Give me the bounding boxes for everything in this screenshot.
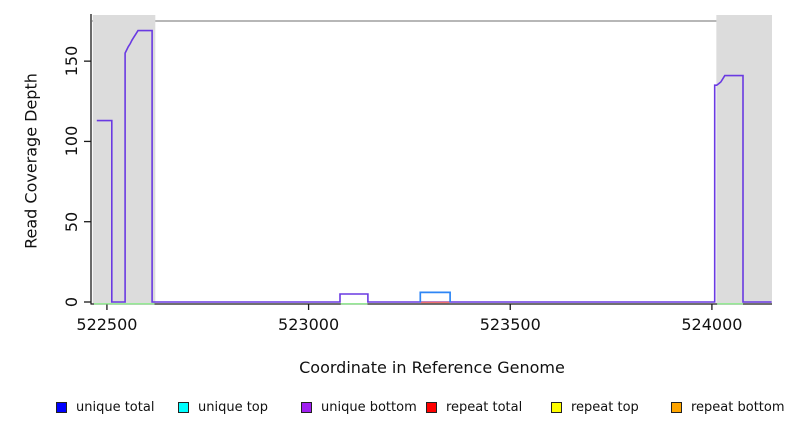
legend-swatch-icon — [671, 401, 682, 413]
legend-item-label: repeat top — [571, 399, 639, 415]
legend-item-label: unique bottom — [321, 399, 417, 415]
x-axis-title: Coordinate in Reference Genome — [299, 358, 565, 377]
legend-item-label: unique total — [76, 399, 155, 415]
x-tick-label: 523500 — [479, 315, 541, 334]
legend-item-label: repeat bottom — [691, 399, 785, 415]
y-tick-label: 100 — [62, 126, 81, 157]
legend-item-repeat-bottom: repeat bottom — [671, 397, 785, 417]
legend-swatch-icon — [551, 401, 562, 413]
y-tick-label: 150 — [62, 45, 81, 77]
legend: unique total unique top unique bottom repea… — [0, 397, 792, 419]
legend-swatch-icon — [301, 401, 312, 413]
legend-swatch-icon — [56, 401, 67, 413]
x-tick-label: 524000 — [681, 315, 743, 334]
repeat-region-left-shading — [92, 15, 156, 303]
legend-item-unique-total: unique total — [56, 397, 154, 417]
x-tick-label: 522500 — [76, 315, 138, 334]
legend-item-unique-bottom: unique bottom — [301, 397, 417, 417]
legend-item-repeat-total: repeat total — [426, 397, 522, 417]
legend-item-label: repeat total — [446, 399, 523, 415]
series-unique-coverage-profile — [96, 29, 772, 303]
y-tick-label: 0 — [62, 296, 81, 308]
repeat-region-right-shading — [716, 15, 772, 303]
legend-swatch-icon — [426, 401, 437, 413]
legend-item-unique-top: unique top — [178, 397, 268, 417]
legend-item-label: unique top — [198, 399, 269, 415]
y-tick-label: 50 — [62, 211, 81, 232]
y-axis-title: Read Coverage Depth — [21, 73, 41, 249]
x-tick-label: 523000 — [278, 315, 340, 334]
legend-item-repeat-top: repeat top — [551, 397, 639, 417]
legend-swatch-icon — [178, 401, 189, 413]
series-unique-total-bump — [419, 291, 451, 302]
